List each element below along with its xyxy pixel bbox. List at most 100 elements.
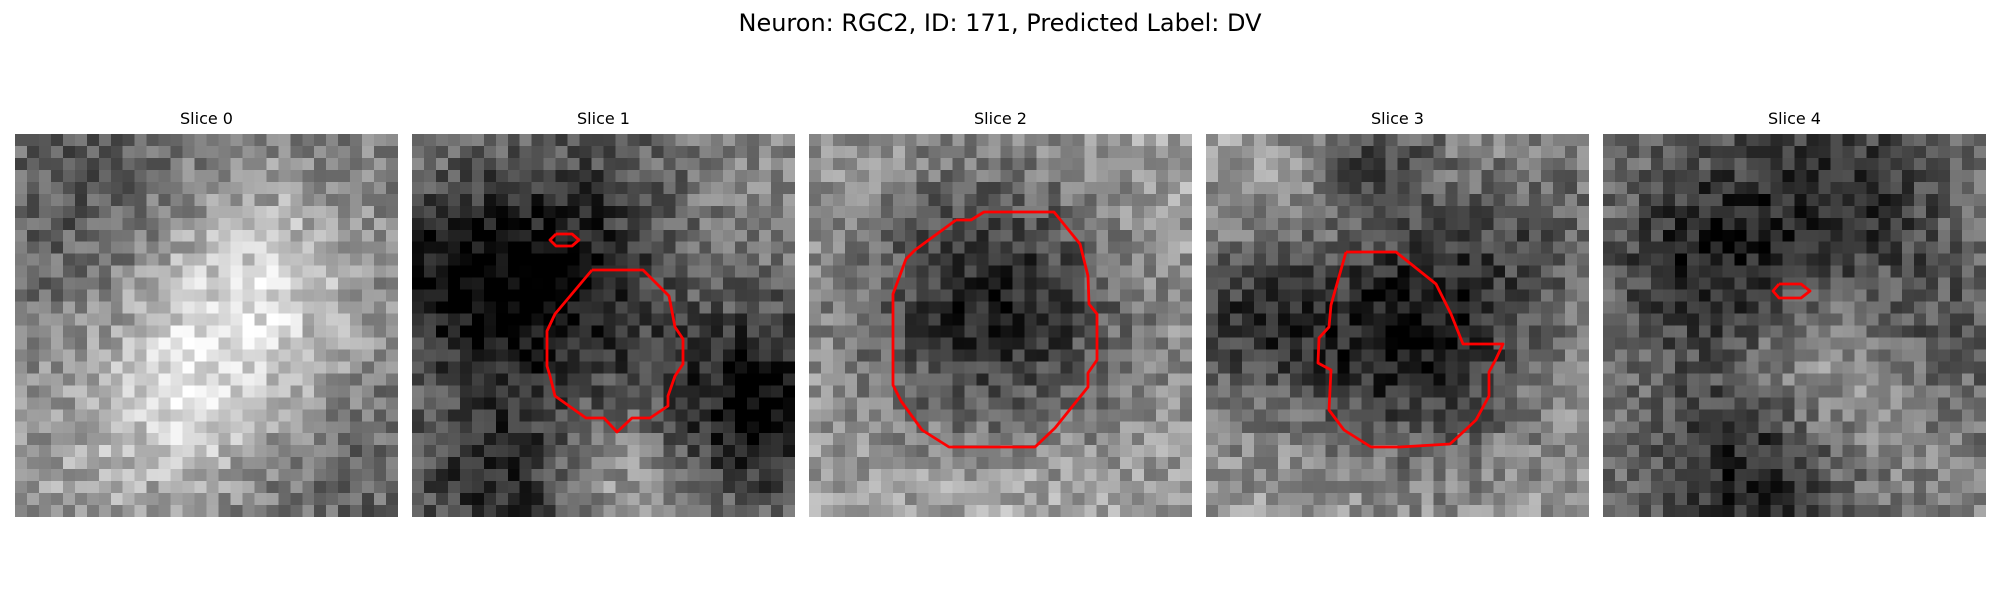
- image-pixel: [326, 277, 339, 291]
- image-pixel: [1385, 385, 1399, 398]
- image-pixel: [1457, 157, 1470, 171]
- image-pixel: [1493, 397, 1506, 410]
- image-pixel: [531, 493, 545, 506]
- image-pixel: [1794, 325, 1808, 339]
- image-pixel: [1048, 313, 1061, 327]
- image-pixel: [1746, 265, 1760, 279]
- image-pixel: [844, 229, 858, 243]
- image-pixel: [759, 349, 772, 363]
- image-pixel: [1180, 193, 1192, 207]
- image-pixel: [74, 193, 88, 207]
- image-pixel: [735, 313, 748, 327]
- image-pixel: [1445, 229, 1458, 243]
- image-pixel: [15, 265, 28, 279]
- image-pixel: [1638, 313, 1652, 327]
- image-pixel: [844, 505, 858, 517]
- image-pixel: [50, 493, 64, 506]
- image-pixel: [1445, 265, 1458, 279]
- image-pixel: [1469, 134, 1482, 147]
- image-pixel: [194, 493, 208, 506]
- image-pixel: [86, 265, 100, 279]
- image-pixel: [242, 325, 255, 339]
- image-pixel: [1120, 493, 1133, 506]
- image-pixel: [904, 493, 918, 506]
- image-pixel: [639, 457, 652, 470]
- image-pixel: [663, 181, 676, 195]
- image-pixel: [1806, 277, 1820, 291]
- image-pixel: [507, 181, 521, 195]
- image-pixel: [543, 169, 557, 183]
- image-pixel: [158, 385, 172, 398]
- image-pixel: [1565, 361, 1578, 374]
- image-pixel: [1277, 409, 1291, 422]
- image-pixel: [1397, 313, 1411, 327]
- image-pixel: [832, 265, 846, 279]
- image-pixel: [302, 469, 315, 482]
- image-pixel: [1481, 481, 1494, 494]
- image-pixel: [1217, 373, 1231, 386]
- image-pixel: [158, 134, 172, 147]
- image-pixel: [290, 337, 303, 351]
- image-pixel: [1132, 134, 1145, 147]
- image-pixel: [338, 337, 351, 351]
- image-pixel: [122, 337, 136, 351]
- image-pixel: [242, 205, 255, 219]
- image-pixel: [459, 433, 473, 446]
- image-pixel: [1265, 337, 1279, 351]
- image-pixel: [820, 217, 834, 231]
- image-pixel: [711, 265, 724, 279]
- image-pixel: [1180, 337, 1192, 351]
- image-pixel: [254, 505, 267, 517]
- image-pixel: [976, 457, 990, 470]
- image-pixel: [1361, 397, 1375, 410]
- image-pixel: [266, 301, 279, 315]
- image-pixel: [627, 433, 641, 446]
- image-pixel: [1349, 385, 1363, 398]
- image-pixel: [783, 193, 795, 207]
- image-pixel: [1325, 385, 1339, 398]
- image-pixel: [471, 325, 485, 339]
- image-pixel: [735, 361, 748, 374]
- image-pixel: [290, 349, 303, 363]
- image-pixel: [928, 445, 942, 458]
- image-pixel: [783, 349, 795, 363]
- image-pixel: [1373, 181, 1387, 195]
- image-pixel: [362, 253, 375, 267]
- image-pixel: [266, 493, 279, 506]
- image-pixel: [86, 481, 100, 494]
- image-pixel: [591, 217, 605, 231]
- image-pixel: [1890, 337, 1903, 351]
- image-pixel: [206, 325, 220, 339]
- image-pixel: [1048, 241, 1061, 255]
- image-pixel: [1565, 505, 1578, 517]
- image-pixel: [1541, 397, 1554, 410]
- image-pixel: [1674, 373, 1688, 386]
- image-pixel: [928, 277, 942, 291]
- image-pixel: [1229, 373, 1243, 386]
- image-pixel: [1373, 481, 1387, 494]
- image-pixel: [110, 397, 124, 410]
- image-pixel: [555, 313, 569, 327]
- image-pixel: [15, 157, 28, 171]
- image-pixel: [290, 205, 303, 219]
- image-pixel: [1469, 277, 1482, 291]
- image-pixel: [266, 325, 279, 339]
- image-pixel: [218, 277, 232, 291]
- image-pixel: [579, 361, 593, 374]
- image-pixel: [1433, 457, 1446, 470]
- image-pixel: [1481, 205, 1494, 219]
- image-pixel: [1830, 134, 1843, 147]
- image-pixel: [206, 349, 220, 363]
- image-pixel: [1120, 445, 1133, 458]
- image-pixel: [579, 481, 593, 494]
- image-pixel: [1156, 265, 1169, 279]
- image-pixel: [134, 253, 148, 267]
- image-pixel: [1132, 229, 1145, 243]
- image-pixel: [1962, 193, 1975, 207]
- image-pixel: [194, 385, 208, 398]
- image-pixel: [278, 193, 291, 207]
- image-pixel: [1962, 301, 1975, 315]
- image-pixel: [194, 181, 208, 195]
- image-pixel: [988, 469, 1002, 482]
- image-pixel: [1217, 385, 1231, 398]
